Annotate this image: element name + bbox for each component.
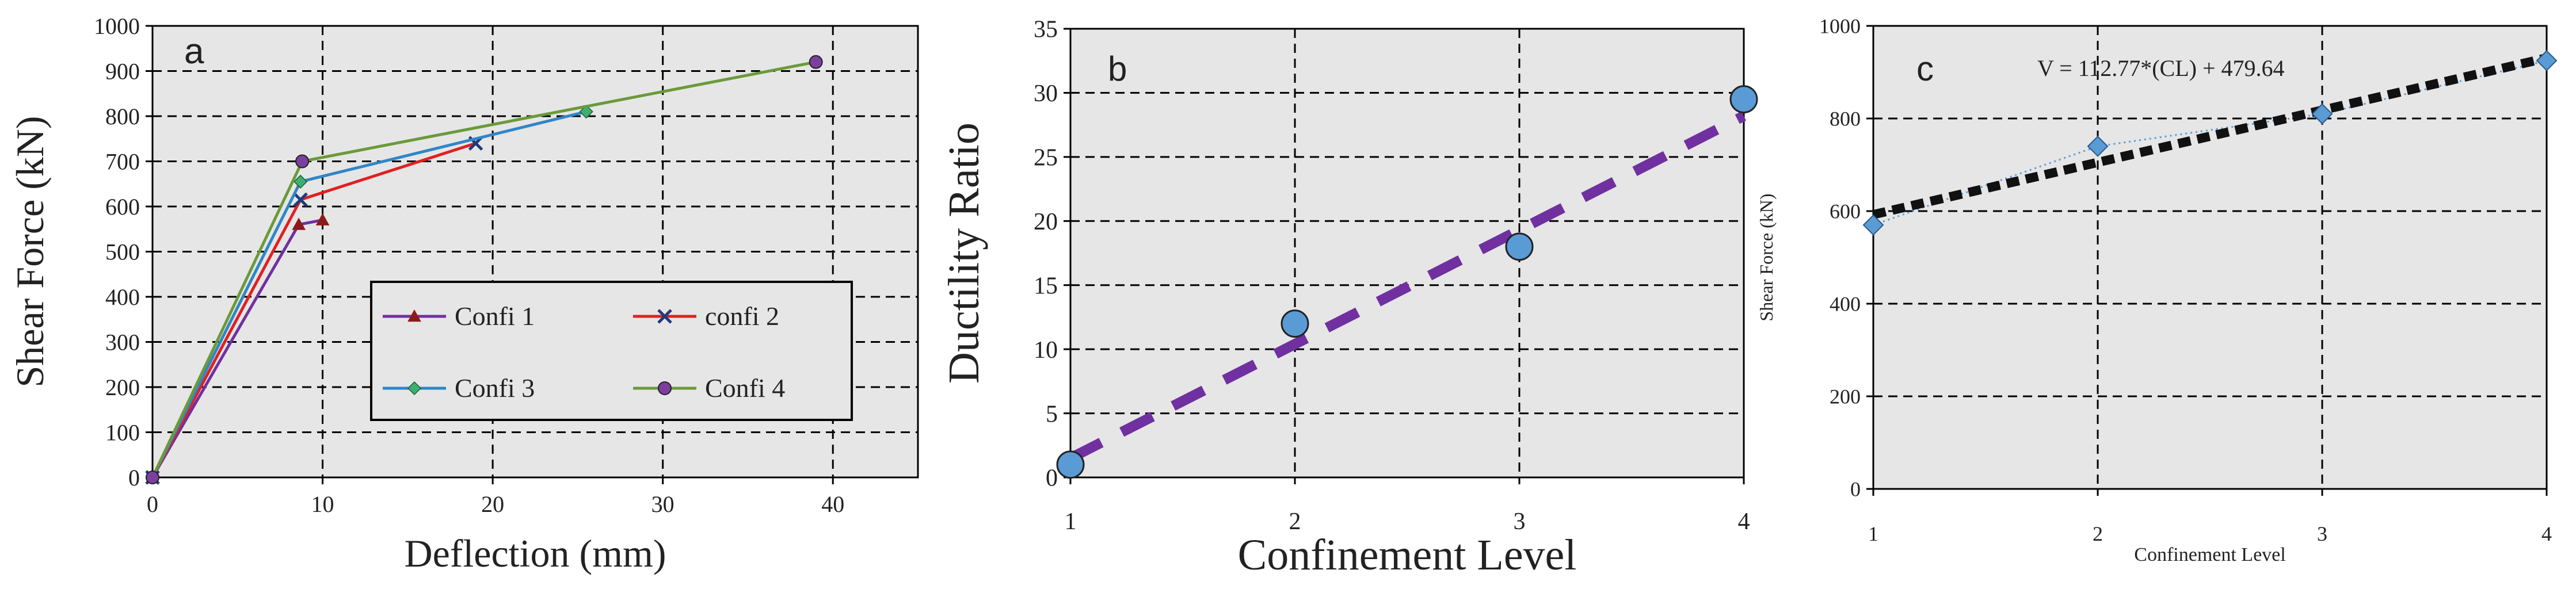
data-point (1281, 309, 1309, 338)
panel-letter: b (1108, 49, 1127, 88)
x-axis-label: Confinement Level (1238, 531, 1577, 579)
y-tick-label: 5 (1046, 401, 1058, 427)
data-point (292, 217, 306, 230)
x-tick-label: 10 (311, 491, 334, 517)
plot-area (1872, 25, 2548, 490)
y-tick-label: 300 (105, 330, 140, 355)
y-tick-label: 400 (105, 284, 140, 310)
y-tick-label: 0 (1850, 478, 1861, 501)
x-tick-label: 4 (2541, 522, 2552, 545)
data-point (1862, 214, 1884, 236)
data-point (809, 55, 823, 69)
chart-panel-b: 0 5 10 15 20 25 30 35 1 2 3 4 Ductility Ratio Confine… (940, 17, 1758, 579)
legend-entry-1: Confi 1 (383, 301, 535, 331)
legend-label: confi 2 (705, 301, 779, 331)
x-tick-label: 40 (821, 491, 844, 517)
y-tick-label: 20 (1034, 209, 1058, 235)
y-axis-label: Shear Force (kN) (1756, 193, 1777, 321)
legend-marker (658, 381, 672, 395)
y-tick-label: 15 (1034, 273, 1058, 299)
legend-marker (407, 309, 421, 322)
y-tick-label: 30 (1034, 81, 1058, 107)
y-tick-label: 700 (105, 149, 140, 175)
chart-panel-a: 0 100 200 300 400 500 600 700 800 900 1000 0 10 20 30 4… (8, 13, 919, 575)
legend-marker (407, 381, 422, 396)
data-point (2311, 103, 2333, 125)
data-point (2536, 49, 2558, 71)
y-tick-label: 500 (105, 239, 140, 265)
y-tick-label: 900 (105, 59, 140, 85)
legend-entry-3: Confi 3 (383, 373, 535, 403)
x-tick-label: 3 (1514, 508, 1526, 535)
trendline (1872, 53, 2548, 219)
x-tick-label: 3 (2317, 522, 2327, 545)
legend-box (370, 281, 853, 421)
y-tick-label: 200 (1830, 385, 1861, 408)
y-tick-label: 1000 (1819, 15, 1861, 38)
legend-label: Confi 1 (455, 301, 535, 331)
chart-panel-c: 0 200 400 600 800 1000 1 2 3 4 Shear Force (kN) Con… (1756, 15, 2558, 565)
series-4 (146, 55, 823, 484)
x-tick-label: 2 (2093, 522, 2103, 545)
x-tick-label: 30 (651, 491, 675, 517)
y-tick-label: 800 (1830, 108, 1861, 131)
panel-letter: a (184, 32, 204, 71)
trendline-equation: V = 112.77*(CL) + 479.64 (2037, 55, 2285, 81)
data-points (1862, 49, 2558, 236)
data-point (2087, 135, 2109, 157)
legend: Confi 1 confi 2 Confi 3 Confi 4 (370, 281, 853, 421)
y-tick-label: 35 (1034, 17, 1058, 43)
x-tick-label: 4 (1738, 508, 1750, 535)
panel-letter: c (1916, 49, 1934, 88)
legend-label: Confi 3 (455, 373, 535, 403)
x-axis-label: Confinement Level (2134, 544, 2285, 565)
y-tick-label: 0 (1046, 465, 1058, 492)
data-point (1729, 85, 1758, 114)
legend-entry-4: Confi 4 (633, 373, 785, 403)
y-tick-label: 600 (1830, 200, 1861, 223)
data-points (1056, 85, 1758, 479)
data-point (146, 471, 159, 484)
x-tick-label: 1 (1868, 522, 1878, 545)
data-point (293, 192, 308, 207)
y-tick-label: 1000 (94, 13, 140, 39)
y-axis-label: Shear Force (kN) (8, 116, 52, 387)
y-tick-label: 25 (1034, 145, 1058, 171)
y-tick-label: 800 (105, 104, 140, 129)
data-point (294, 174, 308, 189)
y-axis-label: Ductility Ratio (940, 123, 988, 384)
data-point (295, 154, 310, 169)
x-tick-label: 0 (147, 491, 158, 517)
plot-area (1069, 28, 1745, 479)
data-point (1056, 450, 1085, 479)
legend-entry-2: confi 2 (633, 301, 779, 331)
y-tick-label: 400 (1830, 293, 1861, 316)
y-tick-label: 200 (105, 374, 140, 400)
legend-label: Confi 4 (705, 373, 785, 403)
y-tick-label: 10 (1034, 337, 1058, 364)
data-point (579, 105, 593, 119)
legend-marker (657, 309, 672, 324)
y-tick-label: 0 (128, 465, 140, 491)
data-point (1505, 232, 1534, 261)
y-tick-label: 600 (105, 194, 140, 220)
y-tick-label: 100 (105, 420, 140, 446)
x-axis-label: Deflection (mm) (404, 531, 666, 575)
x-tick-label: 20 (481, 491, 504, 517)
x-tick-label: 2 (1289, 508, 1301, 535)
trendline (1068, 111, 1747, 463)
data-point (315, 213, 330, 225)
x-tick-label: 1 (1065, 508, 1077, 535)
